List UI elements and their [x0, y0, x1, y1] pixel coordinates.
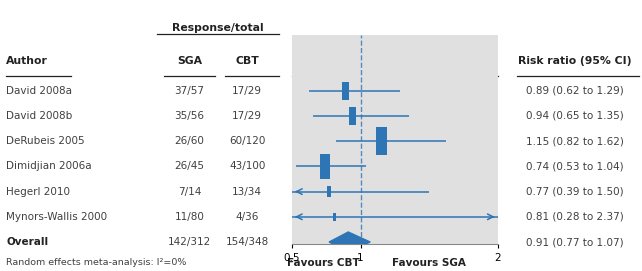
- Text: 0.89 (0.62 to 1.29): 0.89 (0.62 to 1.29): [526, 86, 623, 96]
- Text: SGA: SGA: [177, 56, 202, 66]
- Text: Risk ratio (95% CI): Risk ratio (95% CI): [338, 56, 451, 66]
- Text: CBT: CBT: [236, 56, 259, 66]
- Text: 35/56: 35/56: [175, 111, 204, 121]
- Text: Risk ratio (95% CI): Risk ratio (95% CI): [518, 56, 631, 66]
- Bar: [320, 154, 330, 179]
- Text: Hegerl 2010: Hegerl 2010: [6, 187, 71, 196]
- Text: 13/34: 13/34: [232, 187, 262, 196]
- Text: 7/14: 7/14: [178, 187, 201, 196]
- Text: 142/312: 142/312: [168, 237, 211, 247]
- Text: David 2008b: David 2008b: [6, 111, 73, 121]
- Bar: [342, 82, 349, 99]
- Text: DeRubeis 2005: DeRubeis 2005: [6, 136, 85, 146]
- Text: 26/45: 26/45: [175, 162, 204, 171]
- Text: 26/60: 26/60: [175, 136, 204, 146]
- Text: 43/100: 43/100: [229, 162, 265, 171]
- Text: David 2008a: David 2008a: [6, 86, 73, 96]
- Text: 60/120: 60/120: [229, 136, 265, 146]
- Polygon shape: [329, 232, 370, 252]
- Text: Favours CBT: Favours CBT: [286, 258, 360, 268]
- Text: 17/29: 17/29: [232, 86, 262, 96]
- Text: Overall: Overall: [6, 237, 49, 247]
- Text: 0.74 (0.53 to 1.04): 0.74 (0.53 to 1.04): [526, 162, 623, 171]
- Text: Favours SGA: Favours SGA: [392, 258, 466, 268]
- Text: Random effects meta-analysis: I²=0%: Random effects meta-analysis: I²=0%: [6, 258, 187, 267]
- Text: 0.81 (0.28 to 2.37): 0.81 (0.28 to 2.37): [526, 212, 623, 222]
- Text: 0.91 (0.77 to 1.07): 0.91 (0.77 to 1.07): [526, 237, 623, 247]
- Text: 1.15 (0.82 to 1.62): 1.15 (0.82 to 1.62): [526, 136, 623, 146]
- Bar: [333, 213, 336, 221]
- Text: Author: Author: [6, 56, 48, 66]
- Text: 37/57: 37/57: [175, 86, 204, 96]
- Text: 0.94 (0.65 to 1.35): 0.94 (0.65 to 1.35): [526, 111, 623, 121]
- Bar: [327, 186, 331, 197]
- Text: 11/80: 11/80: [175, 212, 204, 222]
- Text: Mynors-Wallis 2000: Mynors-Wallis 2000: [6, 212, 108, 222]
- Bar: [349, 107, 356, 125]
- Text: 0.77 (0.39 to 1.50): 0.77 (0.39 to 1.50): [526, 187, 623, 196]
- Text: 17/29: 17/29: [232, 111, 262, 121]
- Text: 4/36: 4/36: [236, 212, 259, 222]
- Text: 154/348: 154/348: [225, 237, 269, 247]
- Bar: [376, 127, 386, 155]
- Text: Response/total: Response/total: [173, 22, 264, 33]
- Text: Dimidjian 2006a: Dimidjian 2006a: [6, 162, 92, 171]
